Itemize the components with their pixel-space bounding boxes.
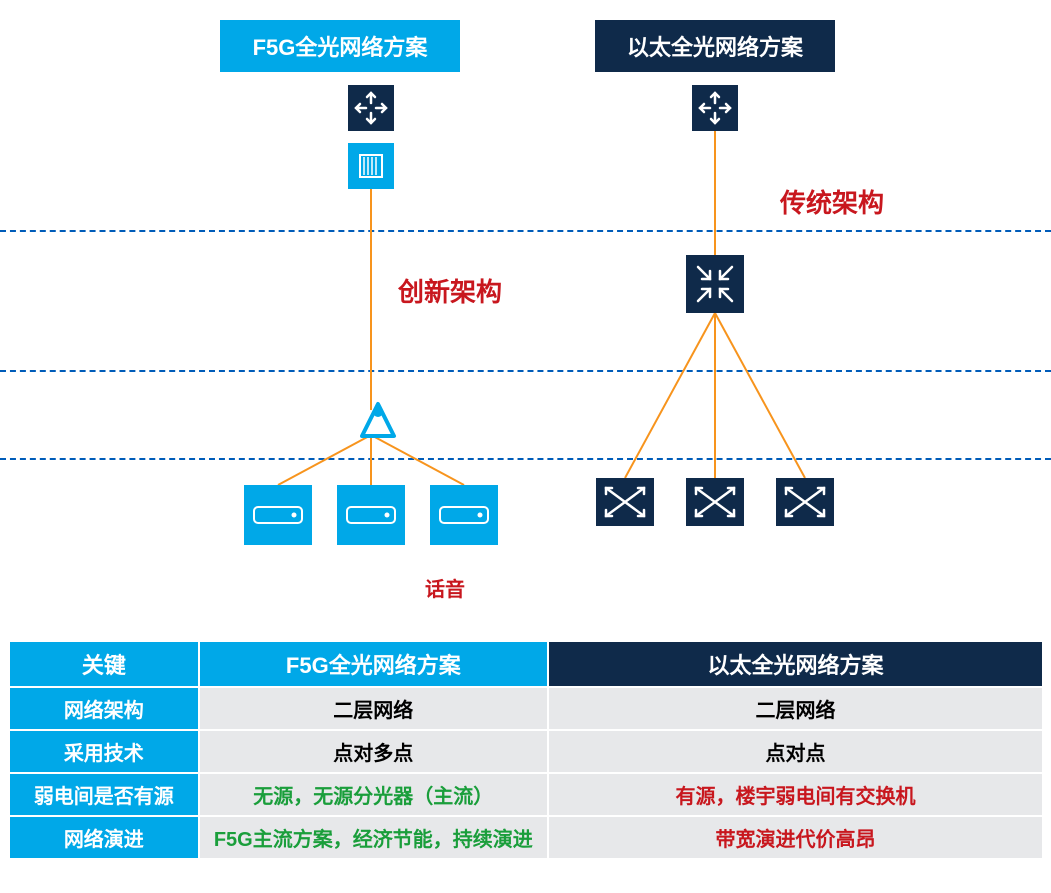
comparison-table: 关键F5G全光网络方案以太全光网络方案 网络架构二层网络二层网络采用技术点对多点…: [8, 640, 1044, 860]
right-acc-switch-icon: [596, 478, 654, 526]
arch-label-left: 创新架构: [398, 272, 502, 309]
arch-label-right: 传统架构: [780, 183, 884, 220]
table-cell: 二层网络: [548, 687, 1043, 730]
divider-3: [0, 458, 1051, 460]
table-row-header: 网络架构: [9, 687, 199, 730]
left-core-switch-icon: [348, 85, 394, 131]
left-onu-icon: [244, 485, 312, 545]
left-onu-icon: [430, 485, 498, 545]
table-row: 弱电间是否有源无源，无源分光器（主流）有源，楼宇弱电间有交换机: [9, 773, 1043, 816]
title-right: 以太全光网络方案: [595, 20, 835, 72]
right-acc-switch-icon: [776, 478, 834, 526]
table-row-header: 网络演进: [9, 816, 199, 859]
right-core-switch-icon: [692, 85, 738, 131]
table-row-header: 弱电间是否有源: [9, 773, 199, 816]
table-cell: 无源，无源分光器（主流）: [199, 773, 548, 816]
table-cell: 带宽演进代价高昂: [548, 816, 1043, 859]
table-cell: 有源，楼宇弱电间有交换机: [548, 773, 1043, 816]
divider-1: [0, 230, 1051, 232]
connection-lines: [0, 0, 1051, 640]
table-cell: 二层网络: [199, 687, 548, 730]
table-row: 网络演进F5G主流方案，经济节能，持续演进带宽演进代价高昂: [9, 816, 1043, 859]
table-cell: F5G主流方案，经济节能，持续演进: [199, 816, 548, 859]
table-cell: 点对点: [548, 730, 1043, 773]
title-left: F5G全光网络方案: [220, 20, 460, 72]
divider-2: [0, 370, 1051, 372]
right-agg-switch-icon: [686, 255, 744, 313]
right-acc-switch-icon: [686, 478, 744, 526]
table-row: 网络架构二层网络二层网络: [9, 687, 1043, 730]
table-row: 采用技术点对多点点对点: [9, 730, 1043, 773]
table-header-cell: 以太全光网络方案: [548, 641, 1043, 687]
left-onu-icon: [337, 485, 405, 545]
left-splitter-icon: [358, 400, 398, 440]
table-row-header: 采用技术: [9, 730, 199, 773]
left-olt-icon: [348, 143, 394, 189]
table-header-cell: 关键: [9, 641, 199, 687]
table-cell: 点对多点: [199, 730, 548, 773]
table-header-cell: F5G全光网络方案: [199, 641, 548, 687]
voice-label: 话音: [425, 573, 465, 602]
